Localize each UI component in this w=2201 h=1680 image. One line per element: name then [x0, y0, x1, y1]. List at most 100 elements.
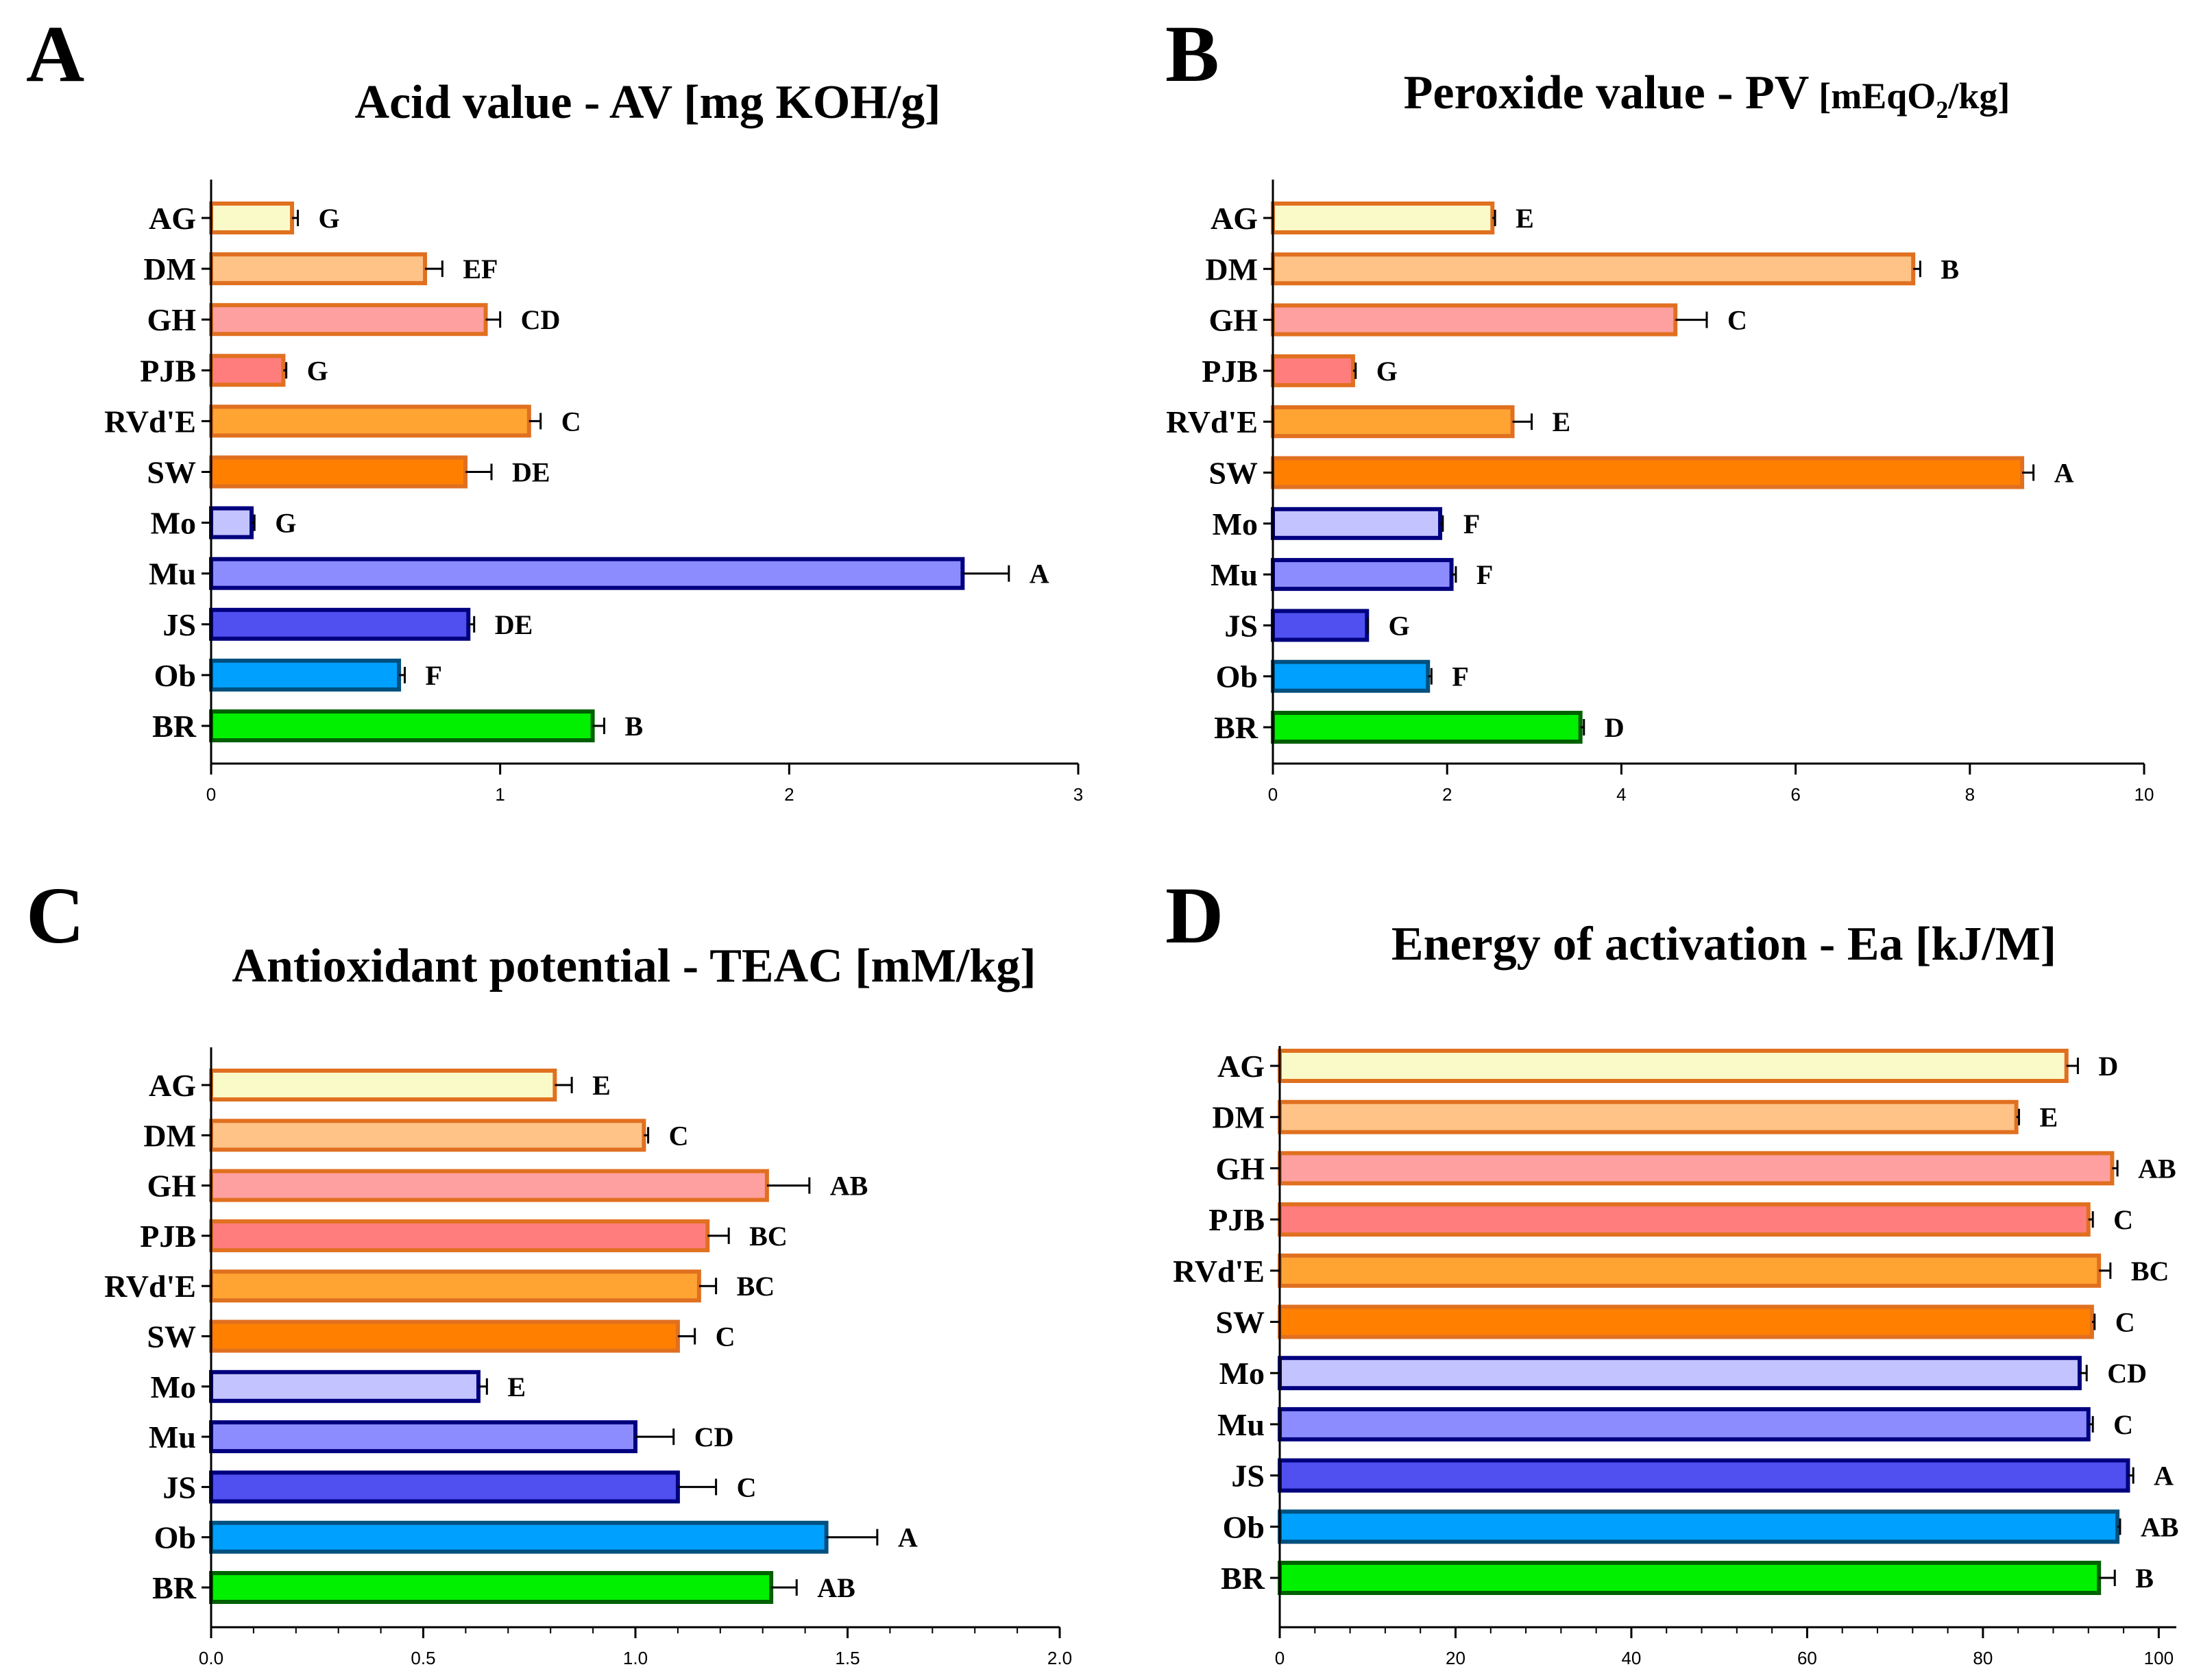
- panel-b-bar-6: [1271, 507, 1443, 540]
- panel-b-significance-6: F: [1463, 509, 1480, 539]
- panel-b-significance-5: A: [2054, 458, 2074, 489]
- panel-c-significance-3: BC: [749, 1221, 788, 1252]
- panel-c-significance-5: C: [716, 1322, 735, 1352]
- panel-d-xtick-label-1: 20: [1446, 1648, 1466, 1668]
- panel-d-bar-5: [1278, 1304, 2094, 1339]
- panel-b-errorbar-1: [1913, 260, 1921, 278]
- panel-d-xtick-label-3: 60: [1797, 1648, 1817, 1668]
- panel-b-title-unit: [mEqO: [1819, 75, 1936, 117]
- panel-c-category-label-2: GH: [147, 1169, 196, 1204]
- panel-a-bar-2: [209, 303, 488, 337]
- panel-c-category-label-4: RVd'E: [104, 1269, 196, 1304]
- panel-d-bar-6: [1278, 1356, 2082, 1391]
- panel-c-category-label-1: DM: [143, 1118, 196, 1153]
- panel-b-bar-0: [1271, 202, 1495, 234]
- panel-d-category-label-6: Mo: [1219, 1356, 1265, 1391]
- panel-a-errorbar-6: [252, 514, 256, 531]
- panel-d-category-label-9: Ob: [1223, 1509, 1265, 1544]
- panel-b-title-unit-sub: 2: [1936, 96, 1948, 123]
- panel-a-errorbar-5: [465, 463, 493, 480]
- panel-b-title: Peroxide value - PV [mEqO2/kg]: [1404, 66, 2010, 123]
- panel-b-category-label-10: BR: [1214, 710, 1258, 745]
- panel-b-bar-3: [1271, 354, 1355, 387]
- panel-c-significance-1: C: [669, 1120, 689, 1151]
- panel-a-significance-6: G: [275, 508, 296, 539]
- panel-c-title: Antioxidant potential - TEAC [mM/kg]: [232, 940, 1036, 993]
- panel-a-category-label-5: SW: [147, 455, 196, 490]
- panel-b: B Peroxide value - PV [mEqO2/kg] EAGBDMCG…: [1165, 9, 2154, 805]
- panel-d-bar-7: [1278, 1407, 2091, 1441]
- panel-c-xtick-label-2: 1.0: [623, 1648, 648, 1668]
- panel-b-letter: B: [1165, 9, 1219, 99]
- panel-c: C Antioxidant potential - TEAC [mM/kg] E…: [26, 871, 1072, 1668]
- panel-b-category-label-9: Ob: [1216, 659, 1258, 694]
- panel-b-bar-7: [1271, 558, 1454, 592]
- panel-c-bar-4: [209, 1269, 701, 1303]
- panel-d-bar-8: [1278, 1458, 2130, 1493]
- panel-b-xtick-label-1: 2: [1442, 784, 1452, 805]
- panel-d-significance-5: C: [2115, 1307, 2135, 1338]
- panel-d-category-label-3: PJB: [1208, 1202, 1265, 1237]
- panel-a: A Acid value - AV [mg KOH/g] GAGEFDMCDGH…: [26, 9, 1083, 805]
- panel-a-significance-3: G: [307, 355, 328, 386]
- panel-a-category-label-10: BR: [152, 709, 197, 744]
- panel-a-errorbar-2: [485, 311, 502, 328]
- panel-c-category-label-8: JS: [162, 1470, 196, 1505]
- panel-d-significance-7: C: [2113, 1409, 2133, 1440]
- panel-d-xtick-label-5: 100: [2144, 1648, 2174, 1668]
- panel-c-category-label-10: BR: [152, 1570, 197, 1605]
- panel-d-bar-9: [1278, 1509, 2120, 1544]
- panel-a-bar-1: [209, 252, 428, 286]
- panel-c-bar-0: [209, 1069, 557, 1101]
- panel-a-significance-1: EF: [463, 254, 498, 284]
- panel-b-errorbar-0: [1492, 210, 1496, 226]
- panel-c-bar-7: [209, 1420, 637, 1454]
- panel-a-bar-0: [209, 202, 295, 234]
- panel-d-significance-8: A: [2154, 1461, 2174, 1492]
- panel-a-xtick-label-2: 2: [784, 784, 794, 805]
- panel-d-significance-0: D: [2098, 1051, 2118, 1082]
- panel-d-significance-10: B: [2135, 1563, 2154, 1594]
- panel-d-errorbar-1: [2016, 1108, 2020, 1125]
- panel-d-bar-3: [1278, 1202, 2091, 1237]
- panel-d-errorbar-5: [2091, 1313, 2096, 1330]
- panel-d-bar-4: [1278, 1253, 2102, 1288]
- panel-d-errorbar-9: [2117, 1518, 2121, 1535]
- panel-b-errorbar-10: [1580, 719, 1585, 735]
- panel-d-errorbar-4: [2099, 1262, 2112, 1279]
- panel-a-significance-8: DE: [495, 609, 533, 640]
- panel-c-xtick-label-4: 2.0: [1047, 1648, 1072, 1668]
- panel-c-significance-4: BC: [737, 1271, 775, 1302]
- panel-d-category-label-1: DM: [1212, 1100, 1265, 1135]
- panel-c-significance-6: E: [507, 1372, 526, 1402]
- panel-d-significance-9: AB: [2141, 1511, 2179, 1542]
- panel-a-bar-7: [209, 557, 965, 590]
- panel-c-category-label-0: AG: [149, 1068, 196, 1103]
- panel-d-significance-4: BC: [2131, 1256, 2169, 1287]
- panel-a-bar-5: [209, 455, 468, 489]
- panel-b-errorbar-6: [1440, 515, 1444, 532]
- panel-a-significance-4: C: [561, 406, 581, 437]
- panel-b-significance-2: C: [1727, 305, 1747, 336]
- panel-a-significance-2: CD: [521, 304, 561, 335]
- panel-c-category-label-7: Mu: [149, 1420, 196, 1454]
- panel-b-plot: E AG B DM C GH G PJB E RVd'E A SW F Mo F Mu G JS F Ob D BR 0 2 4…: [1166, 180, 2154, 805]
- panel-b-category-label-4: RVd'E: [1166, 404, 1258, 439]
- panel-a-significance-9: F: [426, 660, 442, 691]
- panel-b-category-label-1: DM: [1205, 252, 1258, 287]
- panel-d-errorbar-6: [2079, 1365, 2088, 1382]
- panel-b-xtick-label-4: 8: [1965, 784, 1975, 805]
- panel-b-bar-4: [1271, 405, 1515, 439]
- panel-d-significance-6: CD: [2107, 1358, 2147, 1389]
- panel-b-significance-3: G: [1376, 356, 1398, 387]
- panel-a-category-label-4: RVd'E: [104, 404, 196, 439]
- panel-d-errorbar-8: [2128, 1467, 2135, 1484]
- panel-b-bar-1: [1271, 252, 1916, 286]
- panel-b-category-label-3: PJB: [1202, 354, 1258, 389]
- panel-c-plot: E AG C DM AB GH BC PJB BC RVd'E C SW E Mo CD Mu C JS A Ob AB…: [104, 1047, 1072, 1668]
- panel-b-significance-1: B: [1941, 254, 1959, 284]
- panel-b-category-label-7: Mu: [1211, 557, 1258, 592]
- panel-d-significance-1: E: [2039, 1102, 2058, 1133]
- panel-a-category-label-2: GH: [147, 302, 196, 337]
